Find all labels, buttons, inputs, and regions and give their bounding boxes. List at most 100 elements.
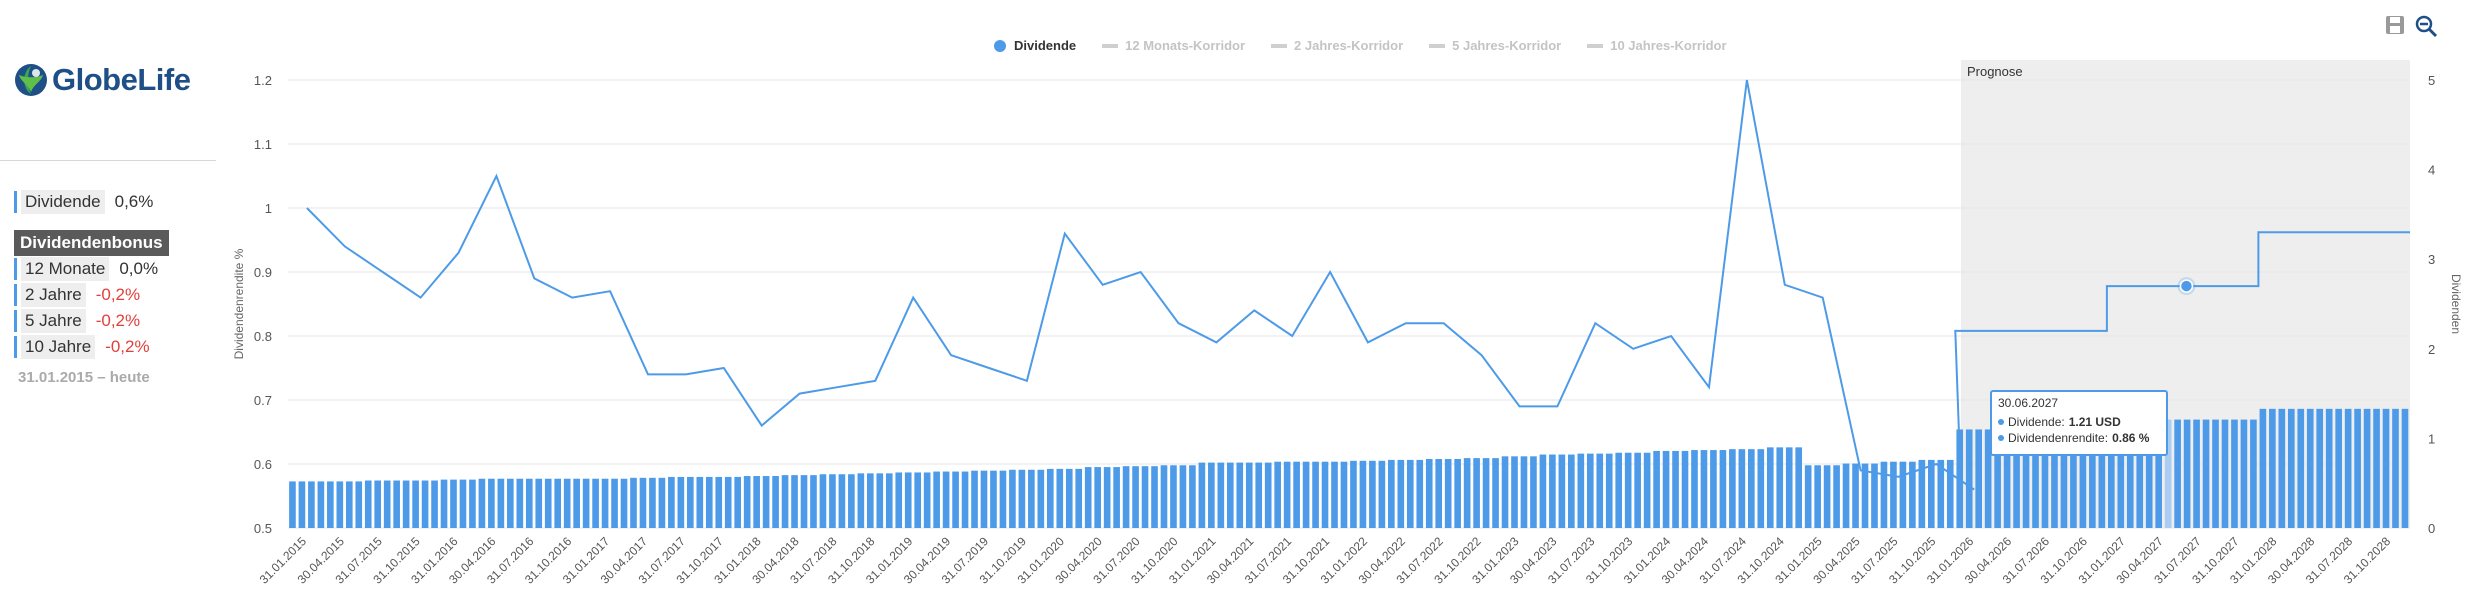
dividend-bar bbox=[838, 474, 846, 528]
dividend-bar bbox=[1028, 469, 1035, 528]
dividend-bar bbox=[1833, 465, 1840, 528]
dividend-bar bbox=[1748, 449, 1755, 528]
bonus-value: 0,0% bbox=[119, 259, 159, 278]
dividend-bar bbox=[923, 472, 931, 528]
dividend-bar bbox=[999, 470, 1007, 528]
dividend-bar bbox=[1549, 454, 1556, 528]
dividend-bar bbox=[582, 478, 590, 528]
dividend-bar bbox=[743, 476, 751, 528]
dividend-bar bbox=[1397, 459, 1405, 528]
dividend-bar bbox=[658, 477, 666, 528]
dividend-stat: Dividende 0,6% bbox=[14, 190, 153, 214]
dividend-bar bbox=[2098, 429, 2106, 528]
dividend-bar bbox=[1473, 458, 1480, 528]
save-button[interactable] bbox=[2384, 14, 2406, 41]
legend-item-dividende[interactable]: Dividende bbox=[994, 38, 1076, 53]
dividend-bar bbox=[1965, 429, 1973, 528]
dividend-bar bbox=[1624, 452, 1632, 528]
legend-item-10y[interactable]: 10 Jahres-Korridor bbox=[1587, 38, 1727, 53]
dividend-bar bbox=[2079, 429, 2087, 528]
dividend-bar bbox=[1454, 459, 1461, 528]
dividend-bar bbox=[1293, 461, 1300, 528]
bonus-label: 2 Jahre bbox=[21, 283, 86, 307]
stat-marker bbox=[14, 191, 17, 213]
legend-dash-icon bbox=[1102, 43, 1119, 48]
dividend-bar bbox=[1406, 459, 1414, 528]
bonus-label: 10 Jahre bbox=[21, 335, 96, 359]
dividend-bar bbox=[1700, 450, 1708, 528]
legend-item-5y[interactable]: 5 Jahres-Korridor bbox=[1429, 38, 1561, 53]
dividend-bar bbox=[1122, 466, 1130, 528]
stat-marker bbox=[14, 258, 17, 280]
dividend-bar bbox=[1918, 459, 1926, 528]
dividend-bar bbox=[336, 481, 344, 528]
dividend-bar bbox=[2269, 408, 2276, 528]
dividend-bar bbox=[867, 473, 874, 528]
zoom-out-button[interactable] bbox=[2414, 14, 2438, 43]
left-tick-label: 0.8 bbox=[254, 329, 272, 344]
dividend-bar bbox=[1425, 459, 1433, 528]
tooltip-date: 30.06.2027 bbox=[1998, 396, 2059, 410]
dividend-bar bbox=[2297, 408, 2305, 528]
dividend-bar bbox=[2117, 419, 2125, 528]
dividend-bar bbox=[2136, 419, 2144, 528]
bonus-value: -0,2% bbox=[95, 285, 141, 304]
legend-item-2y[interactable]: 2 Jahres-Korridor bbox=[1271, 38, 1403, 53]
dividend-bar bbox=[1160, 465, 1168, 528]
dividend-bar bbox=[1245, 462, 1253, 528]
yield-line-path bbox=[306, 79, 1975, 491]
dividend-bar bbox=[1615, 452, 1623, 528]
dividend-bar bbox=[810, 475, 817, 528]
dividend-value: 0,6% bbox=[114, 192, 154, 211]
dividend-bar bbox=[2164, 419, 2172, 528]
dividend-bar bbox=[630, 477, 637, 528]
company-name: GlobeLife bbox=[52, 62, 191, 97]
dividend-bar bbox=[2070, 429, 2077, 528]
dividend-bar bbox=[383, 480, 391, 528]
stat-marker bbox=[14, 284, 17, 306]
dividend-bar bbox=[1568, 454, 1575, 528]
chart-tooltip: 30.06.2027 Dividende: 1.21 USD Dividende… bbox=[1990, 390, 2168, 456]
dividend-bar bbox=[1672, 450, 1679, 528]
dividend-bar bbox=[1274, 461, 1281, 528]
dividend-bar bbox=[2107, 419, 2115, 528]
dividend-bar bbox=[961, 471, 969, 528]
dividend-bar bbox=[2155, 419, 2162, 528]
dividend-bar bbox=[1113, 467, 1120, 528]
dividend-bar bbox=[2032, 429, 2039, 528]
dividend-bar bbox=[554, 478, 562, 528]
yield-line bbox=[306, 79, 2410, 491]
dividend-bar bbox=[497, 478, 505, 528]
dividend-bar bbox=[876, 473, 884, 528]
dividend-bar bbox=[1530, 456, 1537, 528]
dividend-bar bbox=[1861, 463, 1869, 528]
dividend-bar bbox=[1075, 468, 1083, 528]
dividend-bar bbox=[1388, 459, 1395, 528]
dividend-bar bbox=[1141, 466, 1149, 528]
bonus-row-2y: 2 Jahre -0,2% bbox=[14, 283, 140, 307]
dividend-bar bbox=[2022, 429, 2030, 528]
dividend-bar bbox=[885, 473, 893, 528]
dividend-bar bbox=[1643, 452, 1651, 528]
dividend-bar bbox=[2183, 419, 2191, 528]
dividend-bars bbox=[289, 408, 2409, 528]
bonus-row-5y: 5 Jahre -0,2% bbox=[14, 309, 140, 333]
legend-item-12m[interactable]: 12 Monats-Korridor bbox=[1102, 38, 1245, 53]
dividend-bar bbox=[469, 479, 476, 528]
left-tick-label: 0.6 bbox=[254, 457, 272, 472]
dividend-label: Dividende bbox=[21, 190, 105, 214]
dividend-bar bbox=[1520, 456, 1528, 528]
dividend-bar bbox=[478, 478, 486, 528]
dividend-bar bbox=[1662, 450, 1670, 528]
dividend-bar bbox=[2259, 408, 2267, 528]
zoom-out-icon bbox=[2415, 15, 2438, 38]
dividend-bar bbox=[2316, 408, 2324, 528]
dividend-bar bbox=[1009, 469, 1016, 528]
dividend-bar bbox=[412, 480, 419, 528]
legend-dash-icon bbox=[1271, 43, 1288, 48]
dividend-bar bbox=[2335, 408, 2342, 528]
dividend-bar bbox=[1937, 459, 1945, 528]
tooltip-dividend-value: 1.21 USD bbox=[2068, 415, 2121, 429]
dividend-bar bbox=[1899, 461, 1907, 528]
dividend-bar bbox=[364, 480, 372, 528]
